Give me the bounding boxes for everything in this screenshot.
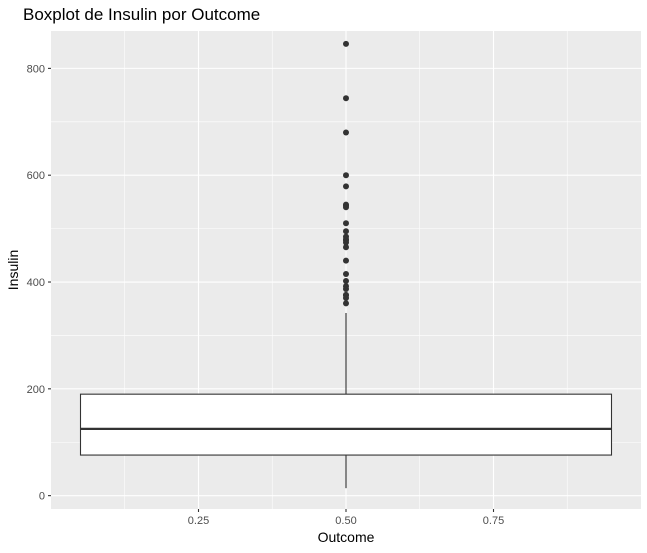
outlier-point (343, 300, 349, 307)
outlier-point (343, 257, 349, 264)
outlier-points (343, 40, 349, 307)
outlier-point (343, 271, 349, 278)
x-tick-label: 0.25 (188, 515, 209, 527)
outlier-point (343, 244, 349, 251)
y-axis: 0 200 400 600 800 (27, 63, 51, 503)
outlier-point (343, 95, 349, 102)
outlier-point (343, 204, 349, 211)
outlier-point (343, 239, 349, 246)
y-tick-label: 800 (27, 63, 45, 75)
x-axis-title: Outcome (318, 529, 375, 545)
outlier-point (343, 295, 349, 302)
x-axis: 0.25 0.50 0.75 (188, 509, 504, 527)
outlier-point (343, 220, 349, 227)
x-tick-label: 0.50 (335, 515, 356, 527)
y-tick-label: 200 (27, 384, 45, 396)
outlier-point (343, 183, 349, 190)
outlier-point (343, 129, 349, 136)
chart-title: Boxplot de Insulin por Outcome (23, 5, 260, 24)
y-tick-label: 0 (39, 491, 45, 503)
y-tick-label: 400 (27, 277, 45, 289)
outlier-point (343, 277, 349, 284)
outlier-point (343, 228, 349, 235)
box-group (79, 312, 613, 489)
y-axis-title: Insulin (5, 250, 21, 290)
outlier-point (343, 40, 349, 47)
outlier-point (343, 285, 349, 292)
interquartile-box (79, 393, 613, 456)
y-tick-label: 600 (27, 170, 45, 182)
outlier-point (343, 172, 349, 179)
x-tick-label: 0.75 (483, 515, 504, 527)
